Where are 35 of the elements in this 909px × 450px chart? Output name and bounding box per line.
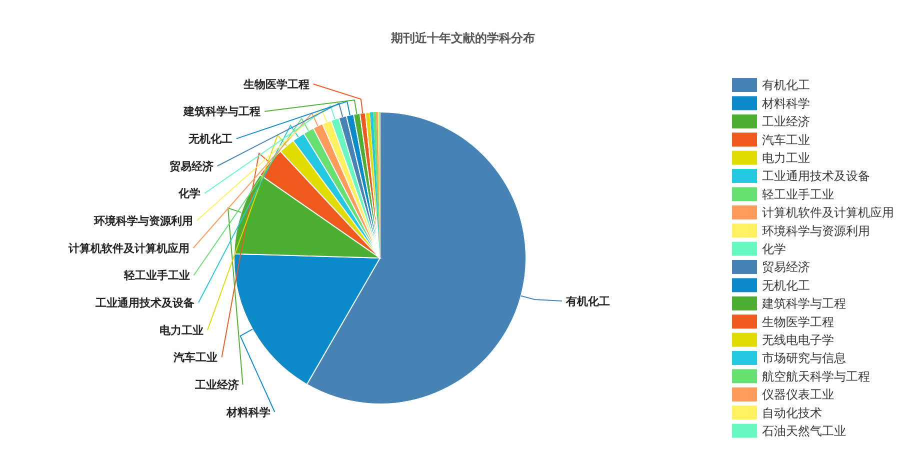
legend-label: 计算机软件及计算机应用 — [762, 206, 894, 220]
legend-label: 轻工业手工业 — [762, 187, 834, 202]
legend-label: 生物医学工程 — [762, 314, 834, 329]
slice-label: 材料科学 — [226, 406, 271, 419]
slice-label: 电力工业 — [160, 324, 204, 337]
legend-label: 电力工业 — [762, 151, 810, 165]
slice-label: 无机化工 — [187, 132, 232, 146]
slice-label: 化学 — [178, 187, 201, 200]
legend-label: 无线电电子学 — [762, 333, 834, 347]
legend-label: 建筑科学与工程 — [761, 296, 846, 311]
slice-label: 计算机软件及计算机应用 — [67, 242, 190, 255]
legend-label: 市场研究与信息 — [762, 351, 846, 366]
legend-label: 有机化工 — [762, 78, 810, 92]
slice-label: 轻工业手工业 — [122, 269, 190, 282]
slice-label: 环境科学与资源利用 — [92, 214, 193, 228]
legend-label: 航空航天科学与工程 — [762, 369, 870, 384]
slice-label: 建筑科学与工程 — [182, 105, 261, 118]
legend-label: 化学 — [762, 242, 786, 256]
legend-label: 贸易经济 — [762, 260, 810, 274]
legend-label: 无机化工 — [762, 278, 810, 292]
slice-label: 有机化工 — [564, 294, 610, 308]
chart-title: 期刊近十年文献的学科分布 — [390, 31, 535, 45]
legend-label: 仪器仪表工业 — [762, 388, 834, 402]
legend-label: 材料科学 — [761, 96, 810, 110]
legend-label: 工业经济 — [762, 114, 810, 129]
slice-label: 工业通用技术及设备 — [94, 296, 194, 310]
slice-label: 工业经济 — [194, 378, 239, 392]
slice-label: 贸易经济 — [169, 160, 214, 173]
slice-label: 汽车工业 — [172, 351, 218, 364]
slice-label: 生物医学工程 — [242, 78, 310, 91]
legend-label: 工业通用技术及设备 — [762, 169, 870, 184]
legend-label: 自动化技术 — [762, 406, 822, 420]
legend-label: 汽车工业 — [762, 132, 810, 147]
legend-label: 环境科学与资源利用 — [762, 224, 870, 238]
legend-label: 石油天然气工业 — [762, 424, 846, 438]
